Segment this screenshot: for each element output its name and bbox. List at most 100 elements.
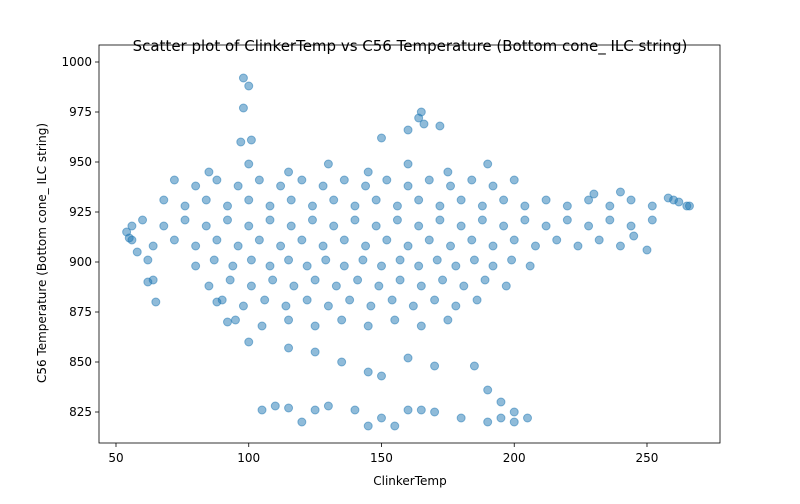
scatter-point	[143, 255, 153, 265]
scatter-point	[430, 361, 440, 371]
scatter-point	[584, 195, 594, 205]
scatter-point	[209, 255, 219, 265]
scatter-point	[472, 295, 482, 305]
scatter-point	[584, 221, 594, 231]
scatter-point	[363, 321, 373, 331]
scatter-point	[201, 221, 211, 231]
scatter-point	[371, 221, 381, 231]
x-axis-label: ClinkerTemp	[373, 474, 446, 488]
scatter-point	[132, 247, 142, 257]
x-tick-label: 250	[636, 451, 659, 465]
scatter-point	[647, 215, 657, 225]
scatter-point	[416, 321, 426, 331]
scatter-point	[323, 301, 333, 311]
scatter-point	[451, 261, 461, 271]
scatter-point	[496, 413, 506, 423]
scatter-point	[376, 371, 386, 381]
scatter-point	[387, 295, 397, 305]
scatter-point	[223, 201, 233, 211]
scatter-point	[329, 195, 339, 205]
scatter-point	[390, 421, 400, 431]
scatter-point	[223, 317, 233, 327]
scatter-point	[541, 221, 551, 231]
scatter-point	[467, 175, 477, 185]
scatter-point	[122, 227, 132, 237]
scatter-point	[507, 255, 517, 265]
scatter-point	[594, 235, 604, 245]
scatter-point	[212, 297, 222, 307]
scatter-point	[663, 193, 673, 203]
scatter-point	[530, 241, 540, 251]
scatter-point	[238, 103, 248, 113]
scatter-point	[191, 241, 201, 251]
scatter-point	[236, 137, 246, 147]
scatter-point	[138, 215, 148, 225]
scatter-point	[318, 241, 328, 251]
scatter-point	[509, 417, 519, 427]
scatter-point	[329, 221, 339, 231]
scatter-point	[477, 201, 487, 211]
scatter-point	[257, 405, 267, 415]
scatter-point	[310, 321, 320, 331]
x-tick-label: 200	[503, 451, 526, 465]
scatter-point	[148, 241, 158, 251]
scatter-point	[143, 277, 153, 287]
scatter-point	[302, 261, 312, 271]
scatter-point	[499, 195, 509, 205]
scatter-point	[430, 407, 440, 417]
scatter-point	[523, 413, 533, 423]
scatter-point	[127, 221, 137, 231]
scatter-point	[674, 197, 684, 207]
scatter-point	[244, 159, 254, 169]
scatter-point	[191, 181, 201, 191]
x-tick-label: 100	[237, 451, 260, 465]
scatter-point	[339, 235, 349, 245]
scatter-point	[225, 275, 235, 285]
scatter-point	[238, 301, 248, 311]
scatter-point	[233, 181, 243, 191]
scatter-point	[254, 235, 264, 245]
scatter-point	[246, 135, 256, 145]
scatter-point	[647, 201, 657, 211]
scatter-point	[395, 275, 405, 285]
y-tick-label: 925	[69, 205, 92, 219]
scatter-point	[552, 235, 562, 245]
scatter-point	[289, 281, 299, 291]
scatter-point	[169, 235, 179, 245]
scatter-point	[469, 361, 479, 371]
scatter-point	[488, 241, 498, 251]
scatter-point	[233, 241, 243, 251]
scatter-point	[605, 201, 615, 211]
scatter-point	[270, 401, 280, 411]
scatter-point	[374, 281, 384, 291]
scatter-point	[459, 281, 469, 291]
scatter-point	[509, 407, 519, 417]
scatter-point	[151, 297, 161, 307]
scatter-point	[424, 175, 434, 185]
scatter-point	[414, 221, 424, 231]
scatter-point	[159, 195, 169, 205]
scatter-point	[501, 281, 511, 291]
scatter-point	[488, 261, 498, 271]
x-tick-label: 50	[108, 451, 123, 465]
scatter-point	[438, 275, 448, 285]
scatter-point	[483, 159, 493, 169]
scatter-point	[345, 295, 355, 305]
scatter-point	[403, 353, 413, 363]
scatter-point	[416, 405, 426, 415]
y-tick-label: 1000	[61, 55, 92, 69]
y-tick-label: 900	[69, 255, 92, 269]
scatter-point	[265, 261, 275, 271]
scatter-point	[403, 241, 413, 251]
scatter-point	[626, 221, 636, 231]
y-tick-label: 975	[69, 105, 92, 119]
scatter-point	[456, 195, 466, 205]
scatter-point	[642, 245, 652, 255]
scatter-point	[204, 167, 214, 177]
scatter-point	[297, 175, 307, 185]
scatter-point	[260, 295, 270, 305]
scatter-point	[318, 181, 328, 191]
y-axis-label: C56 Temperature (Bottom cone_ ILC string…	[35, 123, 49, 383]
plot-frame	[98, 44, 721, 444]
scatter-point	[286, 221, 296, 231]
